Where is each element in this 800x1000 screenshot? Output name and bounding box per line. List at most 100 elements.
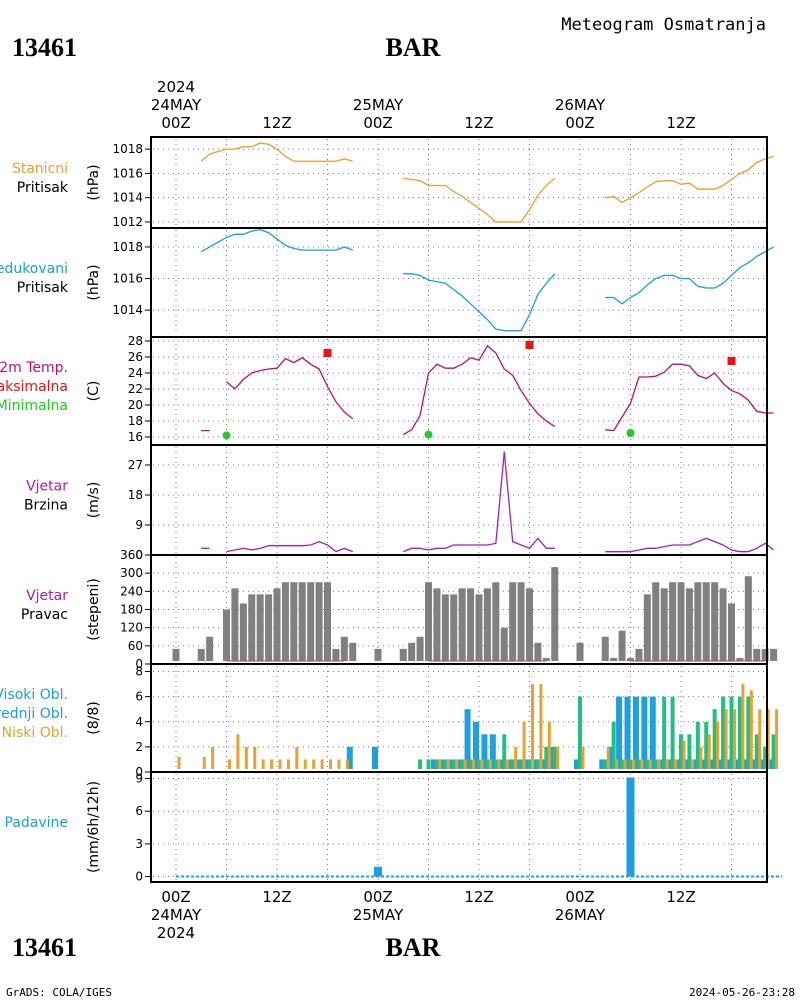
direction-bar — [315, 582, 323, 661]
top-tick-label-12z-2: 12Z — [464, 114, 493, 132]
cloud-bar — [758, 709, 762, 769]
cloud-bar — [640, 759, 644, 769]
cloud-bar — [628, 759, 633, 769]
cloud-bar — [480, 759, 484, 769]
y-tick-label: 6 — [135, 804, 143, 818]
cloud-bar — [721, 696, 726, 769]
cloud-bar — [742, 759, 749, 769]
cloud-bar — [278, 759, 282, 769]
cloud-bar — [489, 734, 496, 769]
cloud-bar — [716, 721, 720, 769]
direction-bar — [500, 627, 508, 661]
cloud-bar — [430, 759, 437, 769]
cloud-bar — [477, 759, 481, 769]
direction-bar — [416, 636, 424, 661]
cloud-bar — [687, 734, 692, 769]
series-line — [226, 540, 353, 553]
cloud-bar — [228, 759, 231, 769]
cloud-bar — [456, 759, 463, 769]
cloud-bar — [670, 696, 675, 769]
cloud-bar — [691, 759, 698, 769]
cloud-bar — [515, 759, 522, 769]
direction-bar — [711, 582, 719, 661]
direction-bar — [467, 588, 475, 661]
y-tick-label: 1016 — [112, 166, 143, 180]
footer-timestamp: 2024-05-26-23:28 — [689, 986, 795, 999]
series-line — [403, 451, 555, 553]
cloud-bar — [548, 746, 555, 769]
panel-label: Pritisak — [17, 280, 69, 296]
precip-bar — [374, 866, 382, 877]
cloud-bar — [320, 759, 324, 769]
cloud-bar — [603, 759, 608, 769]
cloud-bar — [506, 759, 513, 769]
direction-bar — [509, 582, 517, 661]
cloud-bar — [552, 746, 557, 769]
cloud-bar — [700, 759, 707, 769]
bottom-day-label-3: 26MAY — [555, 906, 606, 924]
cloud-bar — [463, 759, 467, 769]
cloud-bar — [759, 759, 766, 769]
direction-bar — [349, 642, 357, 661]
cloud-bar — [636, 759, 641, 769]
panel-label: Minimalna — [0, 398, 68, 414]
direction-bar — [399, 648, 407, 661]
cloud-bar — [749, 690, 753, 769]
panel-label: 2m Temp. — [0, 360, 68, 376]
cloud-bar — [337, 759, 341, 769]
cloud-bar — [345, 759, 349, 769]
direction-bar — [256, 594, 264, 661]
y-tick-label: 1014 — [112, 303, 143, 317]
cloud-bar — [531, 684, 534, 769]
direction-bar — [744, 576, 752, 661]
bottom-tick-label-12z-2: 12Z — [464, 888, 493, 906]
direction-bar — [492, 582, 500, 661]
panel-clouds: 0 2 4 6 8 Visoki Obl. Srednji Obl. Niski Obl. (8… — [0, 663, 779, 779]
panel-temperature: 16 18 20 22 24 26 28 2m Temp. Maksimalna Minimaln… — [0, 334, 774, 446]
meteogram-title: Meteogram Osmatranja — [561, 15, 766, 35]
direction-bar — [753, 648, 761, 661]
direction-bar — [425, 582, 432, 661]
panel-frame — [150, 771, 768, 883]
cloud-bar — [578, 696, 582, 769]
cloud-bar — [295, 746, 299, 769]
cloud-bar — [540, 759, 547, 769]
cloud-bar — [556, 746, 560, 769]
panel-label: Maksimalna — [0, 379, 68, 395]
series-line — [226, 357, 354, 420]
y-tick-label: 24 — [128, 366, 143, 380]
panel-reduced_pressure: 1014 1016 1018 Redukovani Pritisak (hPa) — [0, 227, 774, 338]
cloud-bar — [438, 759, 442, 769]
cloud-bar — [498, 759, 505, 769]
cloud-bar — [649, 696, 656, 769]
precip-bar — [626, 777, 635, 877]
series-line — [403, 177, 556, 223]
cloud-bar — [733, 759, 740, 769]
cloud-bar — [493, 759, 498, 769]
cloud-bar — [544, 746, 549, 769]
y-tick-label: 26 — [128, 350, 143, 364]
panel-label: Pritisak — [17, 180, 69, 196]
cloud-bar — [679, 734, 683, 769]
direction-bar — [551, 567, 559, 661]
cloud-bar — [451, 759, 456, 769]
y-axis-label: (m/s) — [86, 482, 102, 519]
y-tick-label: 60 — [128, 639, 143, 653]
cloud-bar — [616, 696, 623, 769]
max-temp-marker — [727, 357, 736, 365]
cloud-bar — [426, 759, 431, 769]
series-line — [605, 155, 774, 204]
direction-bar — [248, 594, 256, 661]
y-axis-label: (mm/6h/12h) — [86, 781, 102, 873]
direction-bar — [450, 594, 458, 661]
cloud-bar — [683, 759, 690, 769]
series-line — [605, 246, 774, 305]
y-tick-label: 18 — [128, 414, 143, 428]
cloud-bar — [724, 709, 728, 769]
y-tick-label: 27 — [128, 458, 143, 472]
cloud-bar — [519, 759, 524, 769]
panel-frame — [150, 136, 768, 229]
cloud-bar — [236, 734, 240, 769]
direction-bar — [223, 609, 230, 661]
